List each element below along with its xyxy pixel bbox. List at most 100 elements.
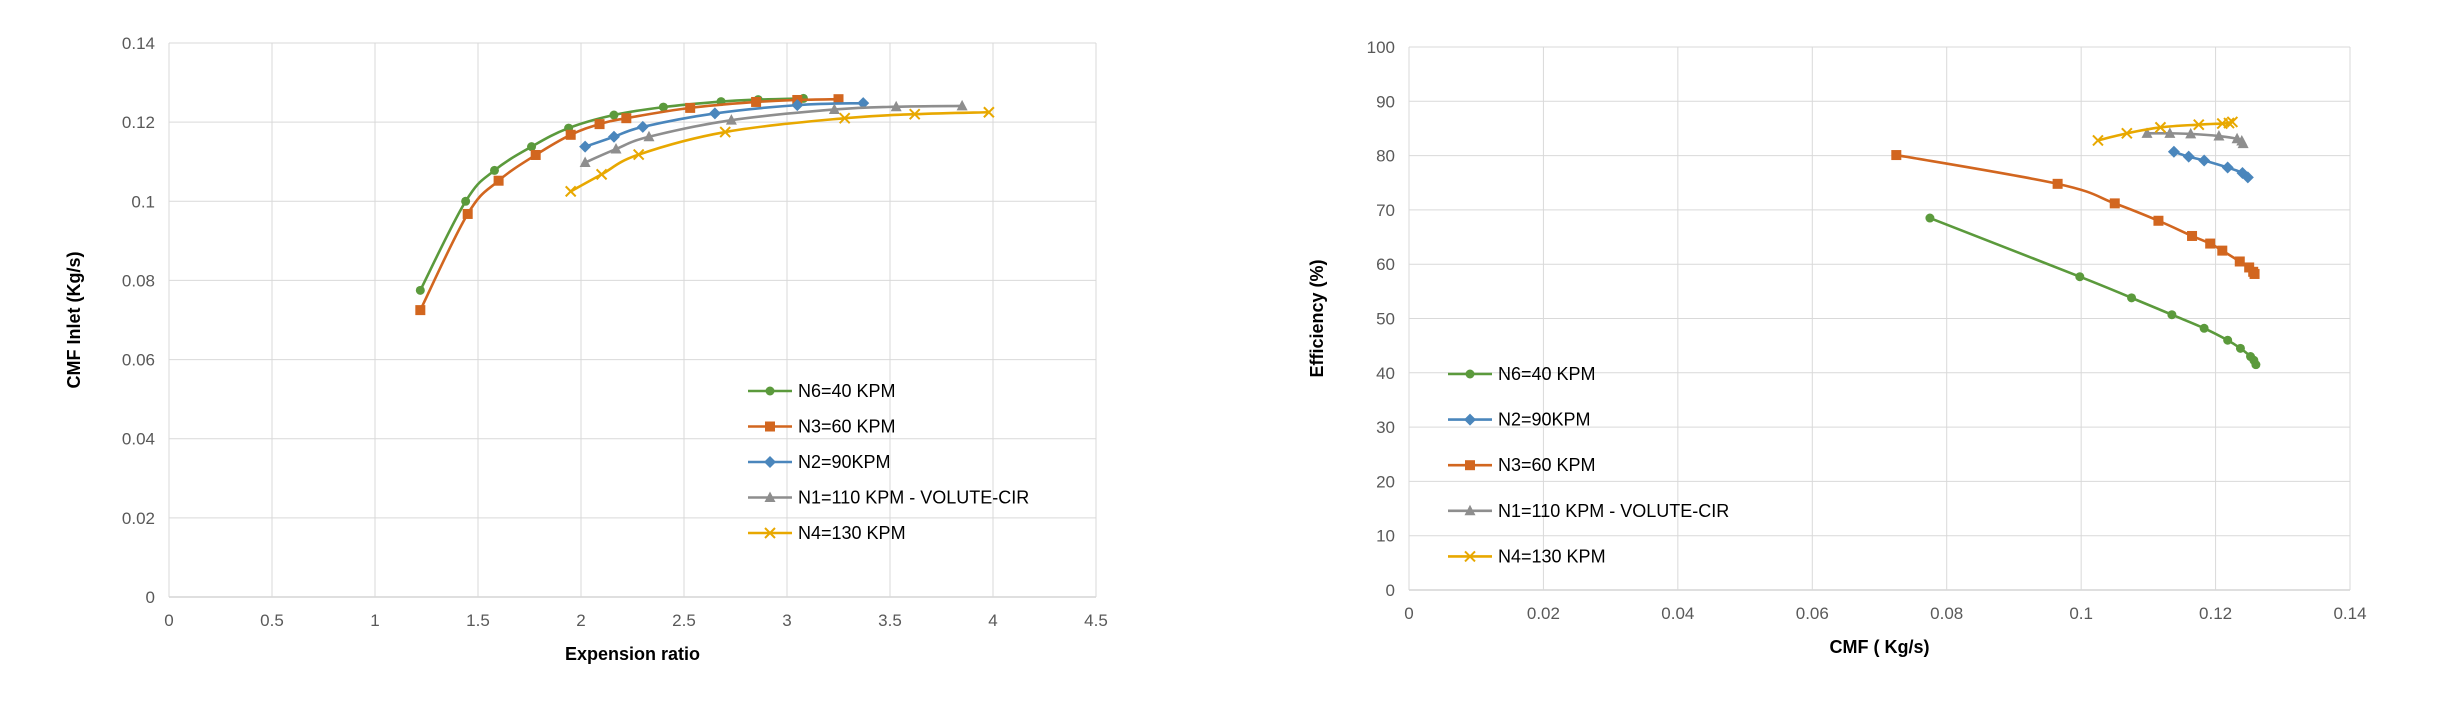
series-0 (415, 93, 808, 295)
legend-item: N3=60 KPM (748, 417, 896, 437)
y-tick-label: 100 (1367, 38, 1395, 57)
data-point (1891, 150, 1902, 161)
data-point (2052, 178, 2063, 189)
data-point (2251, 360, 2261, 370)
data-point (828, 103, 840, 114)
y-tick-label: 0.12 (122, 113, 155, 132)
data-point (2109, 198, 2120, 209)
series-0 (1925, 213, 2261, 370)
series-line (419, 97, 804, 291)
data-point (462, 208, 473, 219)
series-1 (415, 94, 844, 316)
data-point (493, 175, 504, 186)
data-point (2167, 310, 2177, 320)
data-point (2198, 154, 2211, 167)
data-point (685, 102, 696, 113)
data-point (579, 140, 592, 153)
y-tick-label: 40 (1376, 364, 1395, 383)
series-line (1896, 153, 2256, 275)
x-tick-label: 0.06 (1796, 604, 1829, 623)
y-tick-label: 30 (1376, 418, 1395, 437)
data-point (2193, 118, 2205, 131)
data-point (2141, 127, 2153, 138)
data-point (2092, 134, 2104, 147)
data-point (415, 285, 425, 295)
y-tick-label: 10 (1376, 527, 1395, 546)
y-tick-label: 0 (1386, 581, 1395, 600)
data-point (1925, 213, 1935, 223)
data-point (838, 112, 851, 124)
data-point (2213, 130, 2225, 141)
data-point (791, 99, 804, 112)
legend-label: N1=110 KPM - VOLUTE-CIR (798, 488, 1029, 508)
legend-label: N2=90KPM (1498, 410, 1591, 430)
x-tick-label: 0 (1404, 604, 1413, 623)
series-line (2147, 131, 2245, 145)
y-tick-label: 0.06 (122, 351, 155, 370)
y-tick-label: 50 (1376, 310, 1395, 329)
data-point (2234, 256, 2245, 267)
data-point (610, 143, 622, 154)
y-tick-label: 20 (1376, 472, 1395, 491)
data-point (2164, 127, 2176, 138)
series-4 (2092, 116, 2239, 147)
x-tick-label: 2.5 (672, 611, 696, 630)
data-point (2223, 117, 2235, 129)
data-point (527, 142, 537, 152)
legend-item: N2=90KPM (748, 452, 891, 472)
series-1 (2167, 145, 2254, 184)
y-axis-title: Efficiency (%) (1307, 259, 1327, 377)
data-point (565, 129, 576, 140)
series-line (570, 110, 989, 193)
series-3 (579, 99, 968, 168)
data-point (708, 107, 721, 120)
series-2 (1891, 150, 2260, 279)
y-tick-label: 0.04 (122, 430, 155, 449)
data-point (725, 114, 737, 125)
data-point (751, 96, 762, 107)
y-tick-label: 70 (1376, 201, 1395, 220)
x-tick-label: 0.04 (1661, 604, 1694, 623)
legend-label: N6=40 KPM (798, 381, 896, 401)
data-point (890, 100, 902, 112)
data-point (2199, 323, 2209, 333)
x-tick-label: 0.1 (2069, 604, 2093, 623)
chart-expansion-ratio-vs-cmf: 0 0.02 0.04 0.06 0.08 0.1 0.12 0.14 0 0.5 1 1.5 2 2.5… (64, 34, 1108, 664)
y-tick-label: 0.1 (131, 192, 155, 211)
data-point (609, 110, 619, 120)
legend-marker (1464, 504, 1476, 516)
legend-marker (1465, 460, 1475, 471)
legend-marker (764, 456, 776, 468)
data-point (956, 99, 968, 111)
data-point (2223, 335, 2233, 345)
x-axis-title: CMF ( Kg/s) (1830, 637, 1930, 657)
y-tick-label: 0.14 (122, 34, 155, 53)
data-point (632, 148, 645, 161)
data-point (833, 94, 844, 105)
data-point (2185, 127, 2197, 139)
legend-label: N3=60 KPM (1498, 455, 1596, 475)
data-point (621, 113, 632, 124)
series-4 (564, 106, 995, 198)
x-tick-label: 0 (164, 611, 173, 630)
legend-marker (765, 386, 775, 396)
data-point (2205, 238, 2216, 249)
legend-marker (765, 421, 775, 432)
data-point (2187, 230, 2198, 241)
data-point (857, 97, 870, 110)
data-point (579, 156, 591, 168)
legend-marker (1464, 413, 1476, 426)
legend-item: N3=60 KPM (1448, 455, 1596, 475)
y-tick-label: 0.02 (122, 509, 155, 528)
data-point (983, 106, 995, 118)
x-tick-label: 3 (782, 611, 791, 630)
gridlines (168, 42, 1097, 598)
data-point (2237, 137, 2249, 149)
data-point (2182, 150, 2195, 163)
x-tick-label: 1 (370, 611, 379, 630)
legend-item: N6=40 KPM (1448, 364, 1596, 384)
x-axis-title: Expension ratio (565, 644, 700, 664)
legend-marker (1464, 550, 1476, 563)
legend-label: N6=40 KPM (1498, 364, 1596, 384)
legend-item: N6=40 KPM (748, 381, 896, 401)
